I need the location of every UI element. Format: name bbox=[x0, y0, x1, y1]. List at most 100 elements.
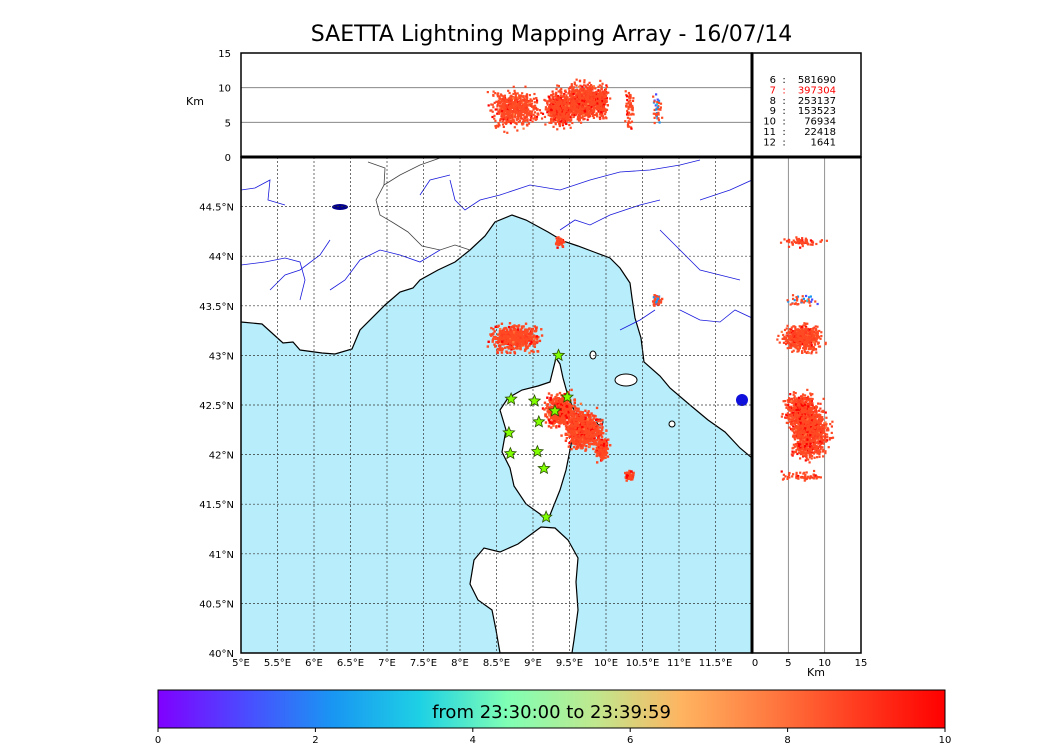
lightning-source bbox=[549, 396, 552, 400]
lightning-source-height bbox=[504, 106, 507, 109]
lightning-source-height bbox=[629, 102, 632, 105]
lightning-source-height bbox=[585, 91, 589, 94]
lightning-source-height bbox=[601, 90, 605, 93]
lightning-source bbox=[568, 403, 572, 406]
counts-panel: 6:5816907:3973048:2531379:15352310:76934… bbox=[751, 52, 862, 158]
lightning-source-height bbox=[515, 99, 518, 102]
lightning-source-height bbox=[517, 101, 520, 104]
lightning-source bbox=[604, 450, 608, 453]
lightning-source-height bbox=[560, 95, 563, 98]
lightning-source bbox=[588, 435, 592, 439]
lightning-source-height bbox=[555, 96, 558, 99]
lightning-source bbox=[511, 325, 515, 328]
lightning-source bbox=[594, 427, 597, 431]
lightning-source bbox=[498, 348, 501, 351]
lightning-source bbox=[495, 341, 498, 344]
lon-tick-label: 7°E bbox=[378, 658, 396, 669]
lightning-source bbox=[559, 400, 562, 404]
lightning-source-height bbox=[579, 93, 582, 96]
lightning-source bbox=[570, 447, 573, 451]
lightning-source-height bbox=[558, 98, 561, 101]
lightning-source-height bbox=[503, 114, 506, 118]
lightning-source-height bbox=[501, 105, 505, 108]
lightning-source-height bbox=[575, 78, 578, 81]
lightning-source bbox=[574, 443, 578, 446]
lightning-source-height bbox=[591, 111, 595, 115]
lightning-source bbox=[557, 240, 560, 244]
lightning-source bbox=[580, 444, 583, 448]
lightning-source bbox=[561, 395, 564, 399]
lightning-source-height bbox=[580, 91, 584, 94]
lightning-source-height bbox=[514, 105, 517, 108]
lightning-source bbox=[585, 430, 588, 433]
lightning-source bbox=[549, 398, 553, 401]
lightning-source bbox=[598, 453, 602, 456]
lightning-source bbox=[514, 332, 517, 335]
lightning-source-height bbox=[586, 118, 589, 121]
lightning-source-height bbox=[595, 112, 598, 115]
lightning-source-height bbox=[583, 90, 586, 93]
lightning-source bbox=[601, 431, 604, 435]
figure-title: SAETTA Lightning Mapping Array - 16/07/1… bbox=[310, 22, 793, 47]
lightning-source-height bbox=[522, 103, 525, 106]
lightning-source bbox=[525, 345, 528, 348]
lightning-source-height bbox=[550, 109, 553, 112]
lightning-source-height bbox=[561, 124, 565, 127]
lightning-source bbox=[513, 336, 517, 339]
lightning-source-height bbox=[563, 92, 566, 96]
lightning-source-height bbox=[503, 96, 506, 99]
lightning-source-height bbox=[595, 106, 599, 110]
lightning-source-height bbox=[496, 103, 499, 106]
lightning-source bbox=[584, 427, 588, 430]
lightning-source-height bbox=[550, 105, 553, 109]
lightning-source-height bbox=[604, 90, 607, 93]
lightning-source-height bbox=[597, 98, 600, 101]
lightning-source bbox=[552, 400, 555, 403]
lightning-source bbox=[515, 338, 518, 342]
lightning-source-height bbox=[496, 101, 500, 104]
lightning-source-height bbox=[504, 101, 507, 104]
lightning-source bbox=[654, 297, 657, 300]
lightning-source-height bbox=[561, 117, 564, 121]
lightning-source bbox=[559, 403, 563, 406]
lightning-source bbox=[570, 437, 574, 441]
lightning-source bbox=[595, 406, 599, 410]
lightning-source bbox=[564, 424, 568, 428]
lightning-source bbox=[581, 415, 584, 418]
lightning-source bbox=[555, 405, 558, 408]
count-value: 397304 bbox=[798, 85, 836, 96]
lightning-source bbox=[535, 335, 539, 338]
height-tick-label: 15 bbox=[218, 49, 231, 60]
lightning-source-height bbox=[581, 99, 584, 102]
lightning-source-height bbox=[495, 100, 498, 103]
lightning-source-height bbox=[566, 109, 570, 112]
lightning-source bbox=[517, 324, 521, 327]
lightning-source bbox=[627, 471, 631, 475]
lightning-source-height bbox=[526, 108, 529, 111]
lightning-source-height bbox=[568, 101, 571, 105]
lightning-source-height bbox=[556, 103, 559, 106]
lightning-source-height bbox=[522, 96, 525, 99]
lightning-source bbox=[513, 352, 517, 355]
lightning-source-height bbox=[626, 125, 630, 128]
lightning-source bbox=[496, 351, 499, 355]
star-icon bbox=[537, 461, 551, 475]
lightning-source bbox=[600, 438, 604, 441]
lightning-source bbox=[577, 409, 580, 412]
side-panel: 0 5 10 15 Km bbox=[751, 156, 867, 679]
lightning-source-height bbox=[579, 106, 582, 109]
lightning-source bbox=[559, 408, 562, 411]
lightning-source-height bbox=[584, 113, 588, 116]
lightning-source bbox=[530, 349, 533, 353]
lightning-source bbox=[522, 335, 525, 338]
lightning-source bbox=[532, 335, 535, 339]
lightning-source-height bbox=[587, 106, 590, 109]
lightning-source bbox=[528, 344, 531, 347]
lightning-source-height bbox=[508, 105, 512, 108]
lightning-source-height bbox=[569, 126, 572, 129]
lightning-source-height bbox=[575, 113, 578, 116]
lightning-source-height bbox=[568, 110, 572, 113]
lightning-source-height bbox=[523, 119, 526, 123]
lightning-source-height bbox=[516, 114, 519, 118]
lightning-source bbox=[500, 333, 503, 336]
